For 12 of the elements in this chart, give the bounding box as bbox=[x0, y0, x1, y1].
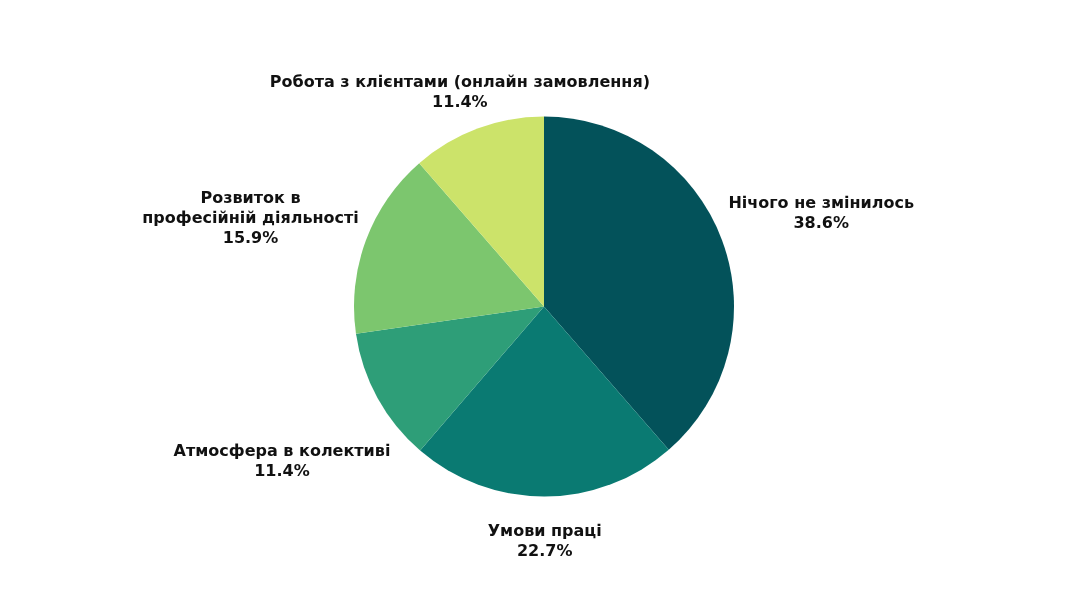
data-label: 11.4% bbox=[254, 460, 310, 480]
slice-label: Нічого не змінилось bbox=[728, 192, 915, 212]
pie-slice bbox=[420, 306, 669, 497]
data-label: 22.7% bbox=[516, 541, 573, 561]
data-label: 38.6% bbox=[793, 212, 849, 232]
slice-label: Атмосфера в колективі bbox=[173, 440, 391, 460]
data-label: 15.9% bbox=[222, 227, 279, 247]
data-label: 11.4% bbox=[432, 91, 488, 111]
slice-label: Розвиток в професійній діяльності bbox=[142, 187, 359, 227]
slice-label: Умови праці bbox=[487, 521, 602, 541]
slice-label: Робота з клієнтами (онлайн замовлення) bbox=[269, 71, 650, 91]
pie-slice bbox=[419, 116, 544, 307]
